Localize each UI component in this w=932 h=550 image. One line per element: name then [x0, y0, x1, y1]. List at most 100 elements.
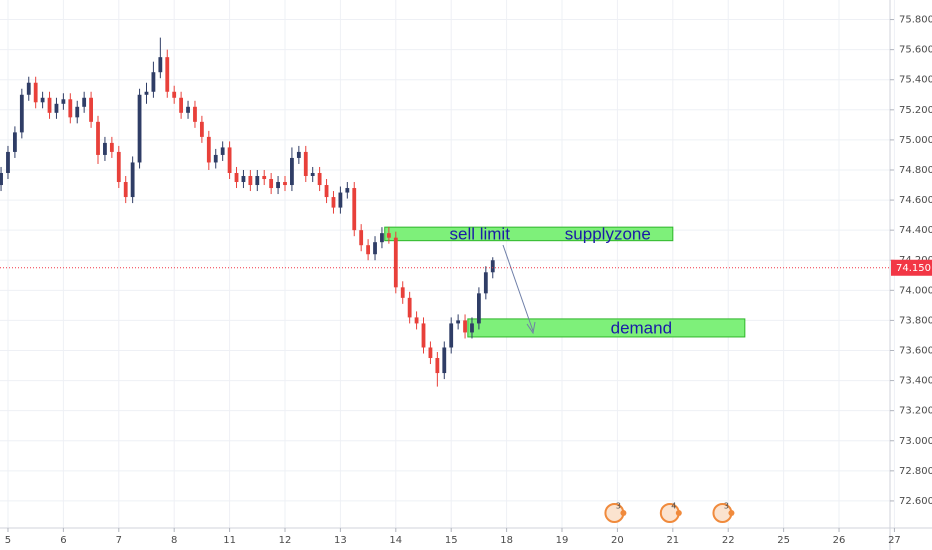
candle-body	[165, 57, 170, 92]
y-tick-label: 74.400	[899, 225, 932, 236]
candle-body	[47, 97, 52, 113]
candle-body	[345, 188, 350, 193]
candle-body	[6, 151, 10, 173]
candle-body	[296, 151, 301, 158]
y-tick-label: 74.000	[899, 285, 932, 296]
candle-body	[130, 162, 135, 198]
x-tick-label: 15	[445, 535, 458, 546]
candle-body	[0, 172, 3, 186]
candle-body	[123, 182, 128, 198]
candle-body	[89, 97, 93, 122]
candle-body	[283, 182, 287, 186]
y-tick-label: 73.800	[899, 315, 932, 326]
candle-body	[248, 176, 253, 186]
candle-body	[220, 147, 225, 155]
candle-body	[103, 142, 107, 155]
y-tick-label: 74.800	[899, 165, 932, 176]
candle-body	[206, 136, 211, 163]
candle-body	[255, 176, 260, 186]
y-tick-label: 75.400	[899, 75, 932, 86]
candle-body	[442, 347, 447, 374]
y-tick-label: 72.600	[899, 496, 932, 507]
candle-body	[317, 172, 322, 186]
candle-body	[40, 97, 45, 103]
candle-body	[366, 245, 371, 255]
y-tick-label: 74.600	[899, 195, 932, 206]
y-tick-label: 75.800	[899, 15, 932, 26]
x-tick-label: 11	[223, 535, 236, 546]
x-tick-label: 21	[666, 535, 679, 546]
x-tick-label: 27	[888, 535, 901, 546]
candle-body	[414, 317, 419, 324]
candle-body	[54, 103, 59, 113]
overlay	[0, 244, 890, 335]
candle-body	[477, 293, 481, 324]
candle-body	[373, 242, 377, 255]
x-tick-label: 19	[556, 535, 569, 546]
y-tick-label: 72.800	[899, 466, 932, 477]
candle-body	[359, 230, 364, 246]
candle-body	[352, 188, 357, 231]
candle-body	[234, 172, 239, 183]
x-tick-label: 14	[389, 535, 402, 546]
zone-label: sell limit	[449, 224, 510, 243]
zone	[467, 318, 746, 338]
candle-body	[324, 185, 329, 198]
candle-body	[82, 97, 87, 107]
candle-body	[33, 82, 38, 103]
y-tick-label: 75.600	[899, 45, 932, 56]
y-tick-label: 73.200	[899, 406, 932, 417]
candle-body	[331, 197, 336, 208]
y-tick-label: 73.000	[899, 436, 932, 447]
candle-body	[172, 91, 177, 98]
candle-body	[186, 106, 190, 113]
candle-body	[227, 147, 232, 173]
candle-body	[137, 94, 142, 163]
event-label: 3	[724, 502, 729, 511]
x-tick-label: 22	[722, 535, 735, 546]
last-price-tag	[891, 259, 932, 276]
candle-body	[158, 57, 163, 73]
event-label: 3	[616, 502, 621, 511]
x-tick-label: 26	[833, 535, 846, 546]
candle-body	[483, 272, 488, 294]
candle-body	[193, 106, 197, 122]
event-dot	[728, 510, 735, 516]
candle-body	[463, 320, 467, 333]
x-tick-label: 6	[60, 535, 66, 546]
zone-label: demand	[611, 318, 672, 337]
x-tick-label: 25	[777, 535, 790, 546]
candle-body	[26, 82, 31, 95]
candle-body	[144, 91, 149, 95]
x-tick-label: 18	[500, 535, 513, 546]
x-tick-label: 12	[279, 535, 292, 546]
candle-body	[241, 176, 246, 183]
event-dot	[620, 510, 627, 516]
candle-body	[393, 237, 398, 288]
y-tick-label: 75.000	[899, 135, 932, 146]
zones: sell limit supplyzone demand	[384, 224, 746, 338]
candle-body	[61, 99, 66, 104]
candle-body	[96, 121, 100, 155]
candle-body	[380, 233, 384, 243]
candle-body	[407, 297, 412, 318]
candle-body	[456, 320, 461, 324]
arrow-head	[526, 321, 536, 335]
x-tick-label: 8	[171, 535, 177, 546]
event-label: 4	[671, 502, 676, 511]
candle-body	[276, 182, 280, 189]
candle-body	[213, 154, 218, 163]
candle-body	[449, 323, 454, 348]
y-tick-label: 73.400	[899, 376, 932, 387]
y-tick-label: 75.200	[899, 105, 932, 116]
candle-body	[68, 99, 73, 118]
candle-body	[109, 142, 114, 152]
last-price-label: 74.150	[896, 263, 931, 274]
candle-body	[116, 151, 121, 183]
candle-body	[490, 260, 495, 273]
candle-body	[269, 179, 274, 189]
candles	[0, 37, 495, 387]
event-dot	[675, 510, 682, 516]
